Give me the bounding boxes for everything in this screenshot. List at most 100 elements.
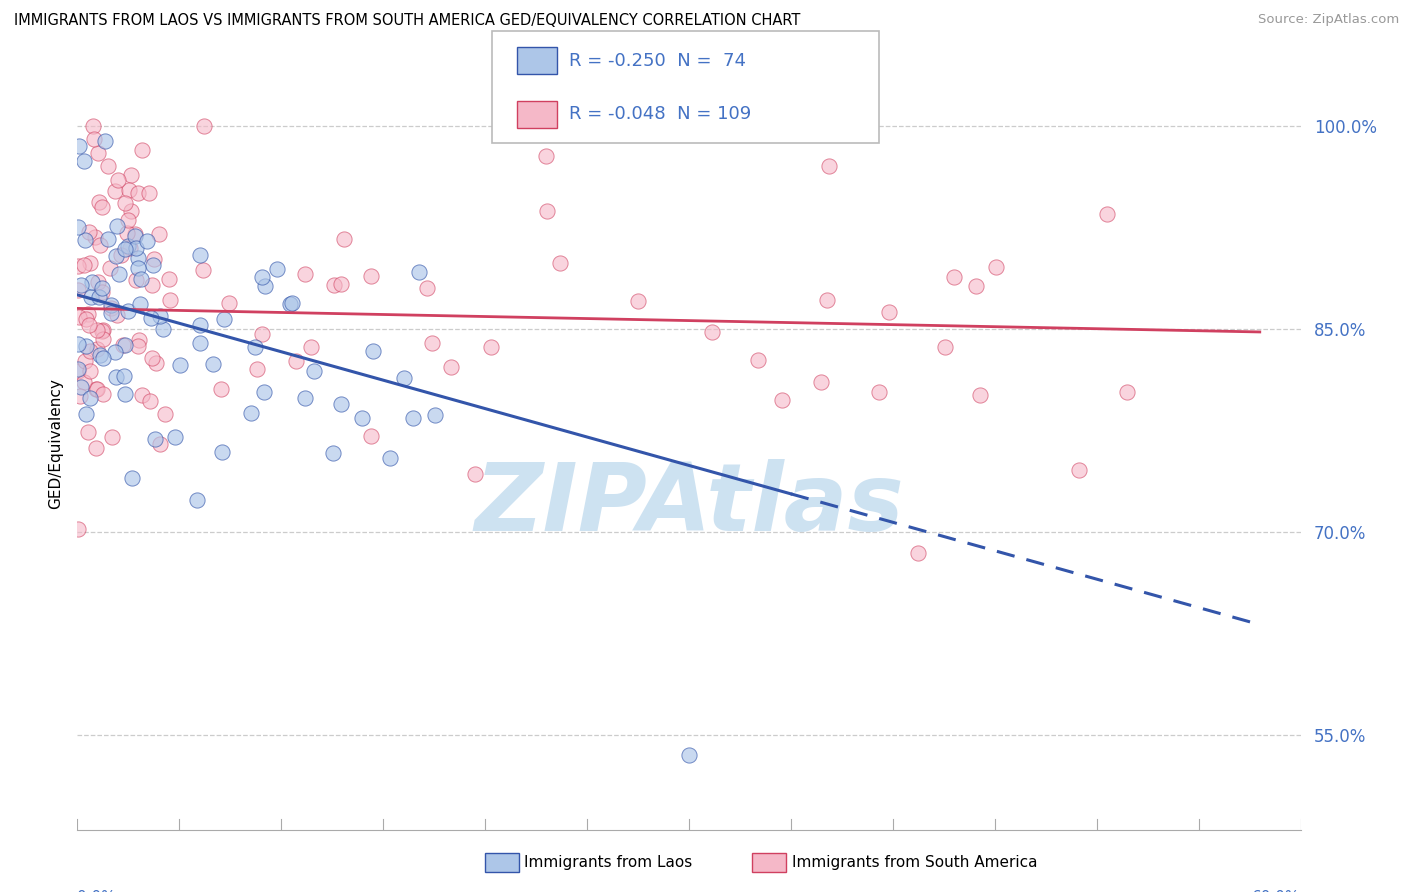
Point [79, 343, 101, 358]
Point [114, 242, 136, 256]
Point [157, 271, 180, 285]
Point [141, 351, 163, 365]
Point [302, 364, 325, 378]
Point [408, 265, 430, 279]
Point [75, 339, 97, 353]
Point [350, 411, 373, 425]
Point [67, 362, 90, 376]
Point [700, 325, 723, 339]
Point [93, 134, 115, 148]
Point [86, 382, 108, 396]
Point [907, 546, 929, 560]
Point [143, 432, 166, 446]
Text: Immigrants from Laos: Immigrants from Laos [524, 855, 693, 870]
Point [815, 293, 838, 307]
Point [105, 219, 128, 233]
Point [934, 340, 956, 354]
Point [810, 375, 832, 389]
Point [67, 139, 90, 153]
Point [548, 256, 571, 270]
Point [117, 238, 139, 252]
Point [188, 336, 211, 351]
Point [149, 437, 172, 451]
Point [67, 364, 90, 378]
Point [127, 339, 149, 353]
Point [73, 153, 96, 168]
Point [193, 119, 215, 133]
Point [278, 297, 301, 311]
Point [678, 748, 700, 763]
Point [169, 359, 191, 373]
Point [100, 430, 122, 444]
Point [86, 382, 108, 396]
Point [868, 384, 890, 399]
Point [201, 357, 224, 371]
Point [73, 258, 96, 272]
Point [1095, 207, 1118, 221]
Point [877, 305, 900, 319]
Point [104, 344, 127, 359]
Point [145, 356, 167, 370]
Point [211, 445, 233, 459]
Point [125, 241, 148, 255]
Point [360, 429, 382, 443]
Point [243, 340, 266, 354]
Point [97, 232, 120, 246]
Point [121, 471, 143, 485]
Point [818, 159, 841, 173]
Point [118, 183, 141, 197]
Text: R = -0.250  N =  74: R = -0.250 N = 74 [569, 52, 747, 70]
Point [294, 267, 316, 281]
Point [322, 446, 344, 460]
Point [91, 387, 114, 401]
Point [76, 307, 98, 321]
Point [83, 132, 105, 146]
Point [73, 353, 96, 368]
Point [245, 361, 267, 376]
Point [67, 283, 90, 297]
Text: R = -0.048  N = 109: R = -0.048 N = 109 [569, 105, 752, 123]
Point [254, 279, 277, 293]
Point [139, 311, 162, 326]
Point [97, 159, 120, 173]
Point [214, 312, 236, 326]
Point [193, 263, 215, 277]
Point [114, 196, 136, 211]
Point [360, 268, 382, 283]
Point [104, 184, 127, 198]
Point [294, 391, 316, 405]
Point [139, 393, 162, 408]
Point [75, 312, 97, 326]
Point [79, 256, 101, 270]
Point [107, 173, 129, 187]
Point [1116, 385, 1139, 400]
Point [114, 338, 136, 352]
Point [84, 441, 107, 455]
Point [401, 411, 423, 425]
Point [120, 204, 142, 219]
Text: 0.0%: 0.0% [77, 890, 117, 892]
Point [440, 359, 463, 374]
Point [209, 382, 232, 396]
Point [281, 295, 304, 310]
Point [91, 332, 114, 346]
Point [105, 370, 128, 384]
Text: 60.0%: 60.0% [1253, 890, 1301, 892]
Point [149, 309, 172, 323]
Point [163, 430, 186, 444]
Point [90, 324, 112, 338]
Point [91, 323, 114, 337]
Point [100, 306, 122, 320]
Point [69, 389, 91, 403]
Point [129, 271, 152, 285]
Point [536, 204, 558, 219]
Point [159, 293, 181, 307]
Point [136, 235, 159, 249]
Point [965, 279, 987, 293]
Point [250, 270, 273, 285]
Point [77, 318, 100, 332]
Point [422, 335, 444, 350]
Point [91, 285, 114, 300]
Point [153, 407, 176, 421]
Point [87, 290, 110, 304]
